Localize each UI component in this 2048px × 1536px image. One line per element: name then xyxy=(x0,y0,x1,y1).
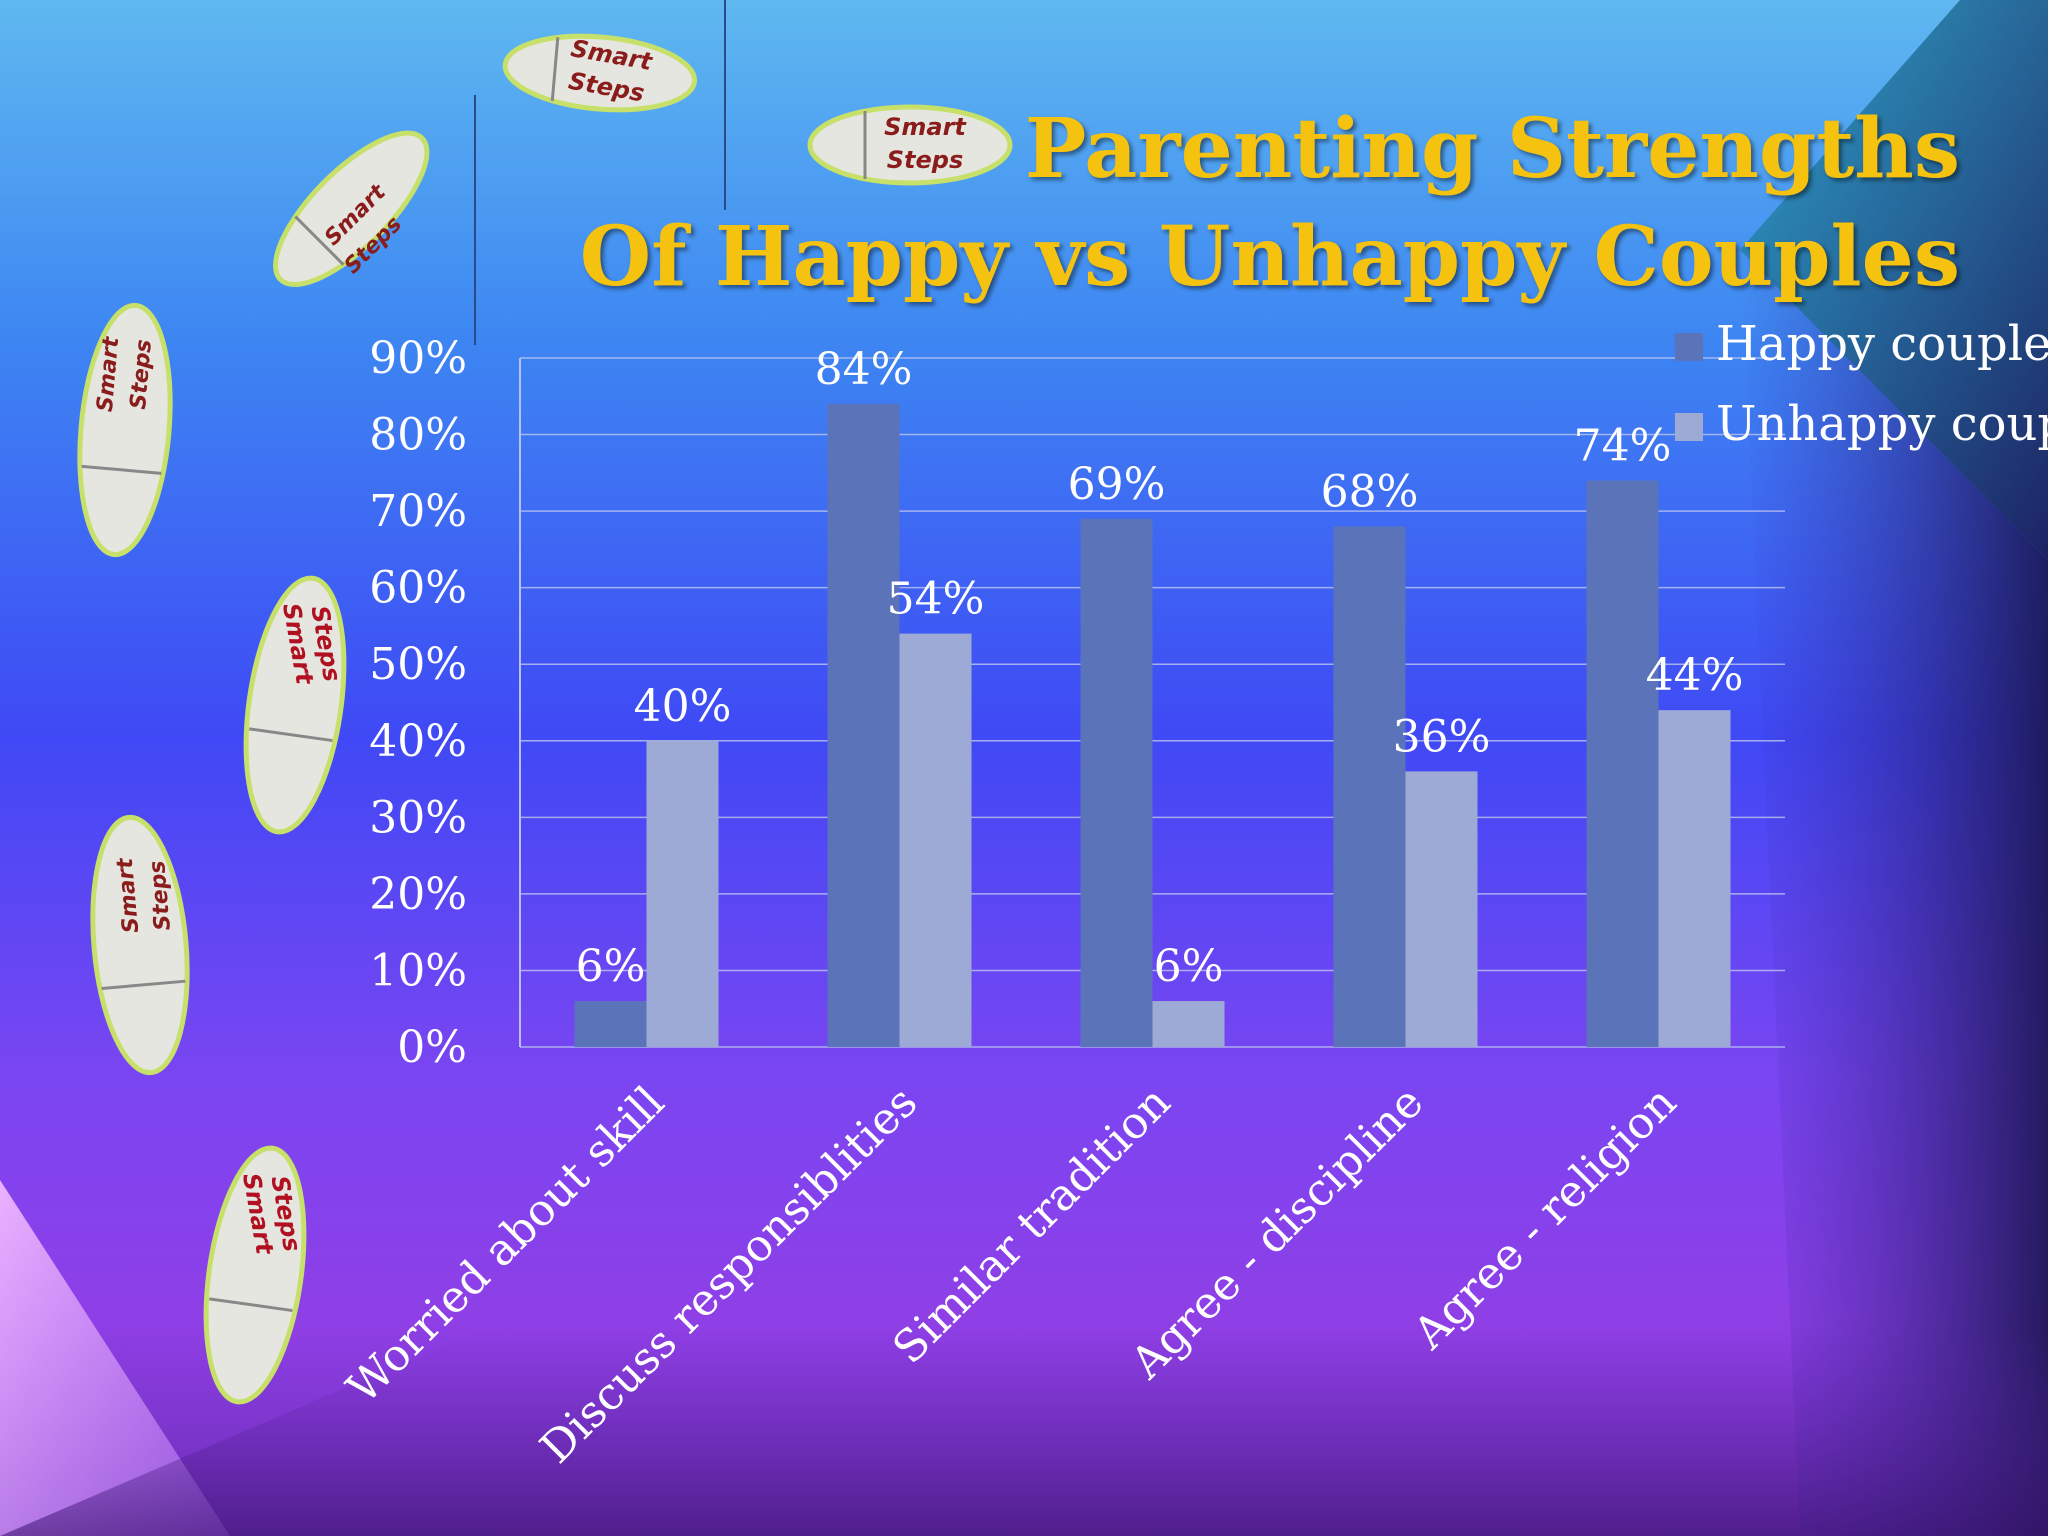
x-tick-label: Agree - religion xyxy=(1403,1077,1686,1360)
chart-title-line2: Of Happy vs Unhappy Couples xyxy=(579,209,1960,305)
footprint-icon: Smart Steps xyxy=(77,302,173,558)
legend-label: Happy couple xyxy=(1716,316,2048,372)
footprint-icon: Smart Steps xyxy=(203,1145,307,1405)
data-label: 69% xyxy=(1068,459,1166,510)
y-tick-label: 40% xyxy=(369,716,467,767)
footprint-label: Steps xyxy=(145,860,176,932)
footprint-icon: Smart Steps xyxy=(90,814,190,1076)
footprint-label: Smart xyxy=(884,113,967,141)
bar-happy xyxy=(1333,526,1406,1047)
y-tick-label: 80% xyxy=(369,410,467,461)
data-label: 6% xyxy=(576,941,646,992)
legend-label: Unhappy coup xyxy=(1716,396,2048,452)
footprint-label: Steps xyxy=(887,146,964,174)
footprint-icon: Smart Steps xyxy=(243,575,347,835)
bg-bottom-panel xyxy=(0,1330,2048,1536)
bar-happy xyxy=(1080,518,1153,1047)
x-tick-label: Similar tradition xyxy=(883,1077,1180,1374)
data-label: 6% xyxy=(1154,941,1224,992)
y-tick-label: 30% xyxy=(369,792,467,843)
bar-unhappy xyxy=(1405,771,1478,1047)
footprint-icon: Smart Steps xyxy=(807,104,1013,186)
bg-top-right-panel xyxy=(1740,0,2048,560)
bar-unhappy xyxy=(1152,1001,1225,1047)
bar-happy xyxy=(1586,480,1659,1047)
data-label: 84% xyxy=(815,344,913,395)
bar-happy xyxy=(574,1001,647,1047)
y-tick-label: 90% xyxy=(369,333,467,384)
y-tick-label: 10% xyxy=(369,945,467,996)
data-label: 44% xyxy=(1646,650,1744,701)
y-tick-label: 0% xyxy=(397,1022,467,1073)
footprint-icon: Smart Steps xyxy=(502,33,698,113)
bar-happy xyxy=(827,403,900,1047)
bar-unhappy xyxy=(1658,710,1731,1047)
data-label: 68% xyxy=(1321,466,1419,517)
y-tick-label: 50% xyxy=(369,639,467,690)
footprint-icon: Smart Steps xyxy=(273,130,430,287)
footprint-label: Steps xyxy=(126,338,157,410)
data-label: 74% xyxy=(1574,420,1672,471)
legend-swatch xyxy=(1675,413,1703,441)
bar-unhappy xyxy=(646,740,719,1047)
bg-right-panel xyxy=(1740,250,2048,1536)
bar-unhappy xyxy=(899,633,972,1047)
chart-title-line1: Parenting Strengths xyxy=(1024,101,1960,197)
y-tick-label: 20% xyxy=(369,869,467,920)
y-tick-label: 70% xyxy=(369,486,467,537)
data-label: 40% xyxy=(634,681,732,732)
y-tick-label: 60% xyxy=(369,563,467,614)
data-label: 54% xyxy=(887,574,985,625)
data-label: 36% xyxy=(1393,711,1491,762)
legend-swatch xyxy=(1675,333,1703,361)
bg-bottom-left-panel xyxy=(0,1180,230,1536)
